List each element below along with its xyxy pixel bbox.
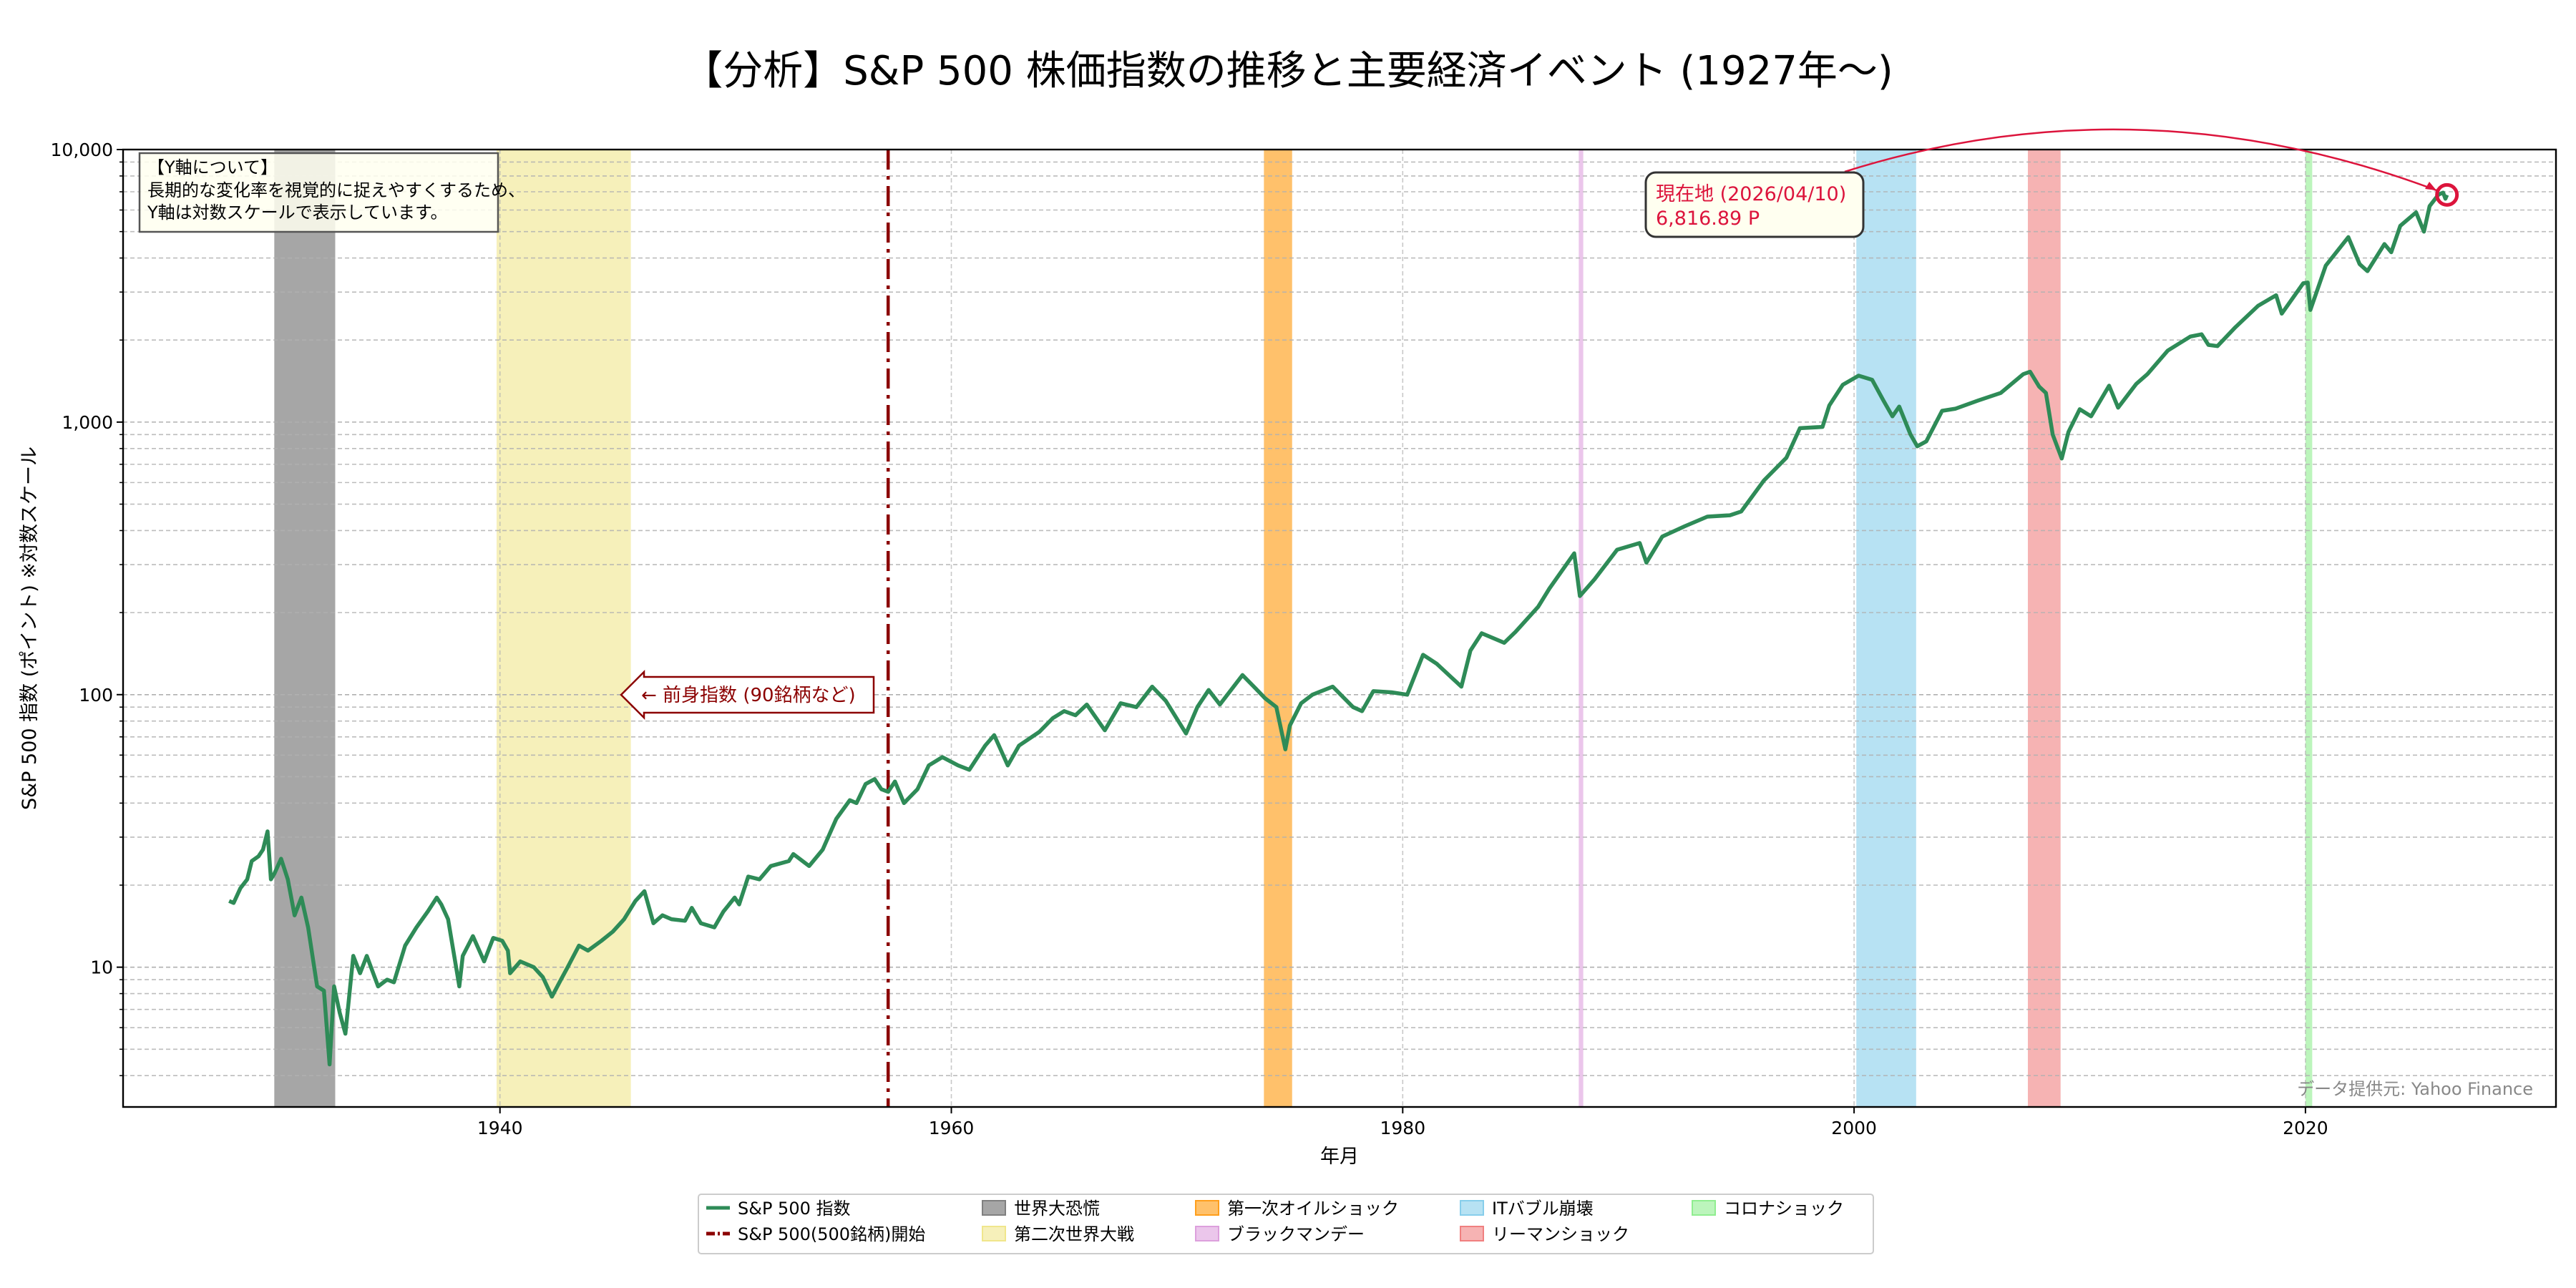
predecessor-label: ← 前身指数 (90銘柄など) — [641, 685, 856, 706]
legend-item-event: 第二次世界大戦 — [982, 1224, 1134, 1244]
legend-label: S&P 500 指数 — [738, 1199, 851, 1219]
y-tick-label: 100 — [79, 685, 113, 706]
event-band-5 — [2027, 150, 2061, 1107]
curved-arrow-icon — [1844, 128, 2437, 192]
legend-swatch — [982, 1200, 1006, 1216]
legend-label: 第二次世界大戦 — [1014, 1224, 1134, 1244]
event-band-0 — [274, 150, 336, 1107]
series-line-sp500 — [228, 190, 2449, 1067]
yaxis-note-line-3: Y軸は対数スケールで表示しています。 — [147, 203, 448, 223]
legend-item-sp500-start: S&P 500(500銘柄)開始 — [706, 1224, 925, 1244]
grid-lines — [123, 149, 2556, 1107]
legend-item-event: コロナショック — [1692, 1199, 1844, 1219]
legend-item-event: ブラックマンデー — [1195, 1224, 1365, 1244]
legend-item-event: ITバブル崩壊 — [1460, 1199, 1594, 1219]
series-layer — [228, 190, 2449, 1067]
event-band-1 — [496, 150, 631, 1107]
event-band-2 — [1264, 150, 1292, 1107]
x-tick-label: 1940 — [477, 1118, 523, 1138]
current-point-marker — [2435, 182, 2459, 207]
legend-swatch — [1460, 1226, 1484, 1241]
legend-label: 第一次オイルショック — [1227, 1199, 1399, 1219]
x-axis-label: 年月 — [1320, 1146, 1359, 1168]
legend-label: リーマンショック — [1492, 1224, 1629, 1244]
legend-item-sp500: S&P 500 指数 — [706, 1199, 851, 1219]
current-box — [1644, 171, 1865, 238]
predecessor-annotation: ← 前身指数 (90銘柄など) — [620, 669, 875, 721]
x-axis-ticks: 1940 1960 1980 2000 2020 — [477, 1107, 2328, 1138]
event-band-3 — [1579, 150, 1584, 1107]
legend-item-event: リーマンショック — [1460, 1224, 1629, 1244]
y-axis-ticks: 10 100 1,000 10,000 — [51, 140, 123, 1076]
event-band-6 — [2305, 150, 2313, 1107]
current-value-label: 6,816.89 P — [1656, 208, 1760, 230]
chart-title: 【分析】S&P 500 株価指数の推移と主要経済イベント (1927年〜) — [683, 48, 1893, 94]
current-date-label: 現在地 (2026/04/10) — [1656, 183, 1846, 205]
yaxis-note-line-1: 【Y軸について】 — [147, 157, 278, 177]
legend-label: ブラックマンデー — [1227, 1224, 1365, 1244]
x-tick-label: 2000 — [1831, 1118, 1877, 1138]
x-tick-label: 1980 — [1380, 1118, 1425, 1138]
legend-item-event: 世界大恐慌 — [982, 1199, 1100, 1219]
legend-label: コロナショック — [1724, 1199, 1844, 1219]
legend-swatch — [1692, 1200, 1716, 1216]
legend-swatch — [1195, 1226, 1219, 1241]
legend-label: ITバブル崩壊 — [1492, 1199, 1594, 1219]
y-tick-label: 10,000 — [51, 140, 113, 160]
legend-item-event: 第一次オイルショック — [1195, 1199, 1399, 1219]
legend-label: S&P 500(500銘柄)開始 — [738, 1224, 925, 1244]
legend-swatch — [982, 1226, 1006, 1241]
event-bands — [274, 150, 2313, 1107]
x-tick-label: 1960 — [929, 1118, 975, 1138]
plot-frame — [122, 148, 2557, 1108]
event-band-4 — [1856, 150, 1916, 1107]
current-annotation: 現在地 (2026/04/10) 6,816.89 P — [1644, 128, 2459, 238]
legend-swatch — [1460, 1200, 1484, 1216]
legend: S&P 500 指数 S&P 500(500銘柄)開始 世界大恐慌第二次世界大戦… — [698, 1194, 1874, 1254]
x-tick-label: 2020 — [2283, 1118, 2328, 1138]
legend-label: 世界大恐慌 — [1014, 1199, 1100, 1219]
legend-swatch — [1195, 1200, 1219, 1216]
data-source: データ提供元: Yahoo Finance — [2297, 1079, 2533, 1099]
yaxis-note-line-2: 長期的な変化率を視覚的に捉えやすくするため、 — [147, 180, 525, 200]
arrow-head-icon — [2425, 182, 2436, 190]
left-arrow-box — [620, 669, 875, 721]
y-tick-label: 1,000 — [62, 412, 113, 433]
y-axis-label: S&P 500 指数 (ポイント) ※対数スケール — [19, 447, 41, 810]
yaxis-note-box: 【Y軸について】 長期的な変化率を視覚的に捉えやすくするため、 Y軸は対数スケー… — [138, 152, 525, 233]
y-tick-label: 10 — [90, 957, 113, 978]
